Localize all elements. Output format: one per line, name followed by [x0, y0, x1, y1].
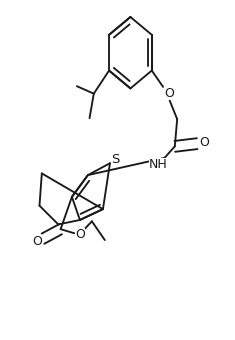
Text: O: O [75, 228, 85, 241]
Text: O: O [164, 87, 174, 100]
Text: NH: NH [149, 157, 167, 171]
Text: O: O [199, 136, 209, 150]
Text: S: S [111, 153, 119, 166]
Text: O: O [32, 235, 42, 248]
